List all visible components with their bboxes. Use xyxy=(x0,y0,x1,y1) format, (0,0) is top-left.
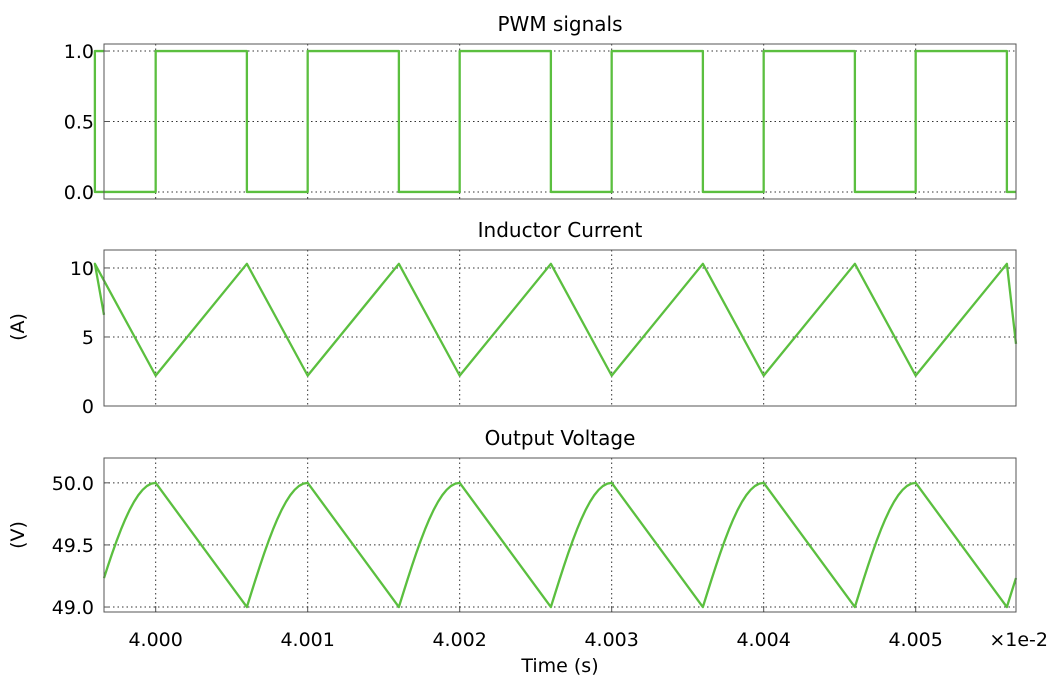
inductor-current-ylabel: (A) xyxy=(7,313,29,341)
x-tick-label-2: 4.002 xyxy=(432,629,486,651)
pwm-plot-frame xyxy=(103,43,1017,200)
output-voltage-plot-frame xyxy=(103,457,1017,613)
pwm-series-line xyxy=(93,49,1016,194)
x-tick-labels: 4.000 4.001 4.002 4.003 4.004 4.005 xyxy=(128,606,943,651)
x-tick-label-4: 4.004 xyxy=(736,629,790,651)
pwm-signals-panel: PWM signals 0.0 0.5 1.0 xyxy=(64,12,1017,204)
pwm-ytick-label-2: 1.0 xyxy=(64,41,94,63)
output-voltage-series-line xyxy=(102,481,1018,609)
pwm-ytick-label-1: 0.5 xyxy=(64,112,94,134)
output-voltage-panel: Output Voltage (V) 49.0 49.5 50.0 xyxy=(7,426,1018,619)
x-tick-label-5: 4.005 xyxy=(888,629,942,651)
inductor-current-ytick-label-1: 5 xyxy=(82,327,94,349)
inductor-current-ytick-label-0: 0 xyxy=(82,396,94,418)
x-multiplier-label: ×1e-2 xyxy=(989,629,1048,651)
output-voltage-ytick-label-2: 50.0 xyxy=(52,473,94,495)
x-tick-label-0: 4.000 xyxy=(128,629,182,651)
x-tick-label-3: 4.003 xyxy=(584,629,638,651)
output-voltage-ytick-label-1: 49.5 xyxy=(52,535,94,557)
inductor-current-panel: Inductor Current (A) 0 5 10 xyxy=(7,218,1018,418)
output-voltage-ytick-label-0: 49.0 xyxy=(52,597,94,619)
inductor-current-series-line xyxy=(93,262,1018,377)
pwm-ytick-label-0: 0.0 xyxy=(64,182,94,204)
pwm-title: PWM signals xyxy=(497,12,622,36)
x-tick-label-1: 4.001 xyxy=(280,629,334,651)
inductor-current-ytick-label-2: 10 xyxy=(70,258,94,280)
output-voltage-ylabel: (V) xyxy=(7,521,29,549)
inductor-current-plot-frame xyxy=(103,249,1017,407)
inductor-current-title: Inductor Current xyxy=(478,218,643,242)
x-axis-label: Time (s) xyxy=(520,655,598,677)
output-voltage-title: Output Voltage xyxy=(485,426,636,450)
